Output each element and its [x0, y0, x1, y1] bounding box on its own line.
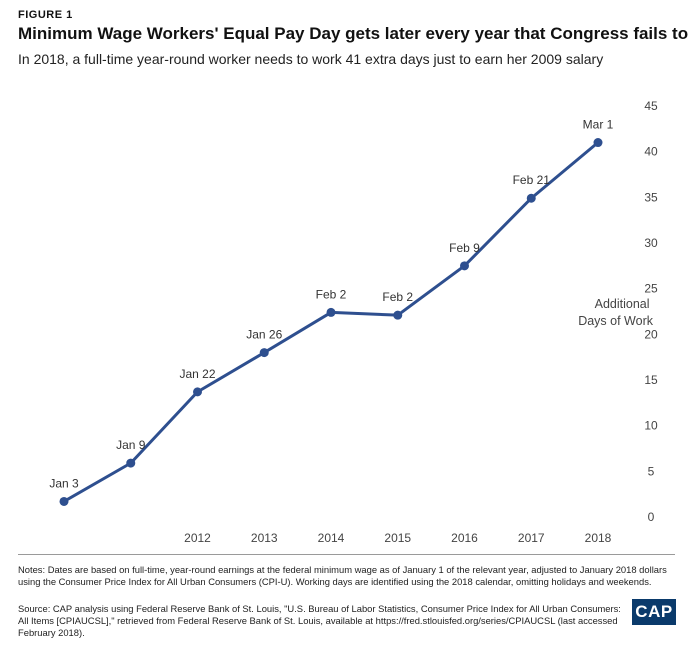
y-axis-title: Additional Days of Work: [578, 297, 654, 328]
x-tick-label: 2014: [318, 531, 345, 545]
y-tick-label: 0: [648, 510, 655, 524]
data-point: [526, 193, 536, 203]
data-label: Mar 1: [583, 118, 614, 132]
chart-title: Minimum Wage Workers' Equal Pay Day gets…: [18, 24, 693, 43]
y-tick-label: 10: [644, 419, 658, 433]
x-tick-label: 2016: [451, 531, 478, 545]
y-tick-label: 25: [644, 282, 658, 296]
data-label: Feb 2: [382, 290, 413, 304]
data-point: [193, 387, 202, 397]
data-label: Jan 3: [49, 476, 79, 490]
data-label: Feb 2: [316, 287, 347, 301]
data-points: [59, 138, 603, 506]
x-tick-label: 2017: [518, 531, 545, 545]
source-text: Source: CAP analysis using Federal Reser…: [18, 603, 621, 638]
y-tick-label: 20: [644, 327, 658, 341]
footer-divider: [18, 554, 675, 555]
y-axis-title-line-2: Days of Work: [578, 314, 654, 328]
data-point: [126, 458, 136, 468]
x-tick-label: 2015: [384, 531, 411, 545]
y-tick-label: 40: [644, 145, 658, 159]
y-axis-title-line-1: Additional: [595, 297, 650, 311]
data-point: [393, 310, 403, 320]
chart-subtitle: In 2018, a full-time year-round worker n…: [18, 51, 604, 67]
data-label: Jan 26: [246, 328, 282, 342]
data-point: [593, 138, 603, 148]
data-point: [326, 307, 336, 317]
data-point: [259, 348, 269, 358]
y-axis-ticks: 0 5 10 15 20 25 30 35 40 45: [644, 99, 658, 524]
data-label: Jan 22: [179, 367, 215, 381]
data-point: [59, 496, 69, 506]
figure-label: FIGURE 1: [18, 9, 73, 21]
y-tick-label: 35: [644, 190, 658, 204]
cap-logo: CAP: [632, 599, 676, 625]
x-tick-label: 2013: [251, 531, 278, 545]
data-label: Feb 9: [449, 241, 480, 255]
y-tick-label: 45: [644, 99, 658, 113]
x-tick-label: 2018: [585, 531, 612, 545]
y-tick-label: 30: [644, 236, 658, 250]
data-label: Jan 9: [116, 438, 146, 452]
y-tick-label: 15: [644, 373, 658, 387]
x-tick-label: 2012: [184, 531, 211, 545]
notes-text: Notes: Dates are based on full-time, yea…: [18, 564, 667, 587]
y-tick-label: 5: [648, 464, 655, 478]
x-axis-ticks: 2012 2013 2014 2015 2016 2017 2018: [184, 531, 612, 545]
data-label: Feb 21: [513, 173, 551, 187]
data-point: [460, 261, 469, 271]
data-labels: Jan 3 Jan 9 Jan 22 Jan 26 Feb 2 Feb 2 Feb 9 Feb…: [49, 118, 613, 491]
